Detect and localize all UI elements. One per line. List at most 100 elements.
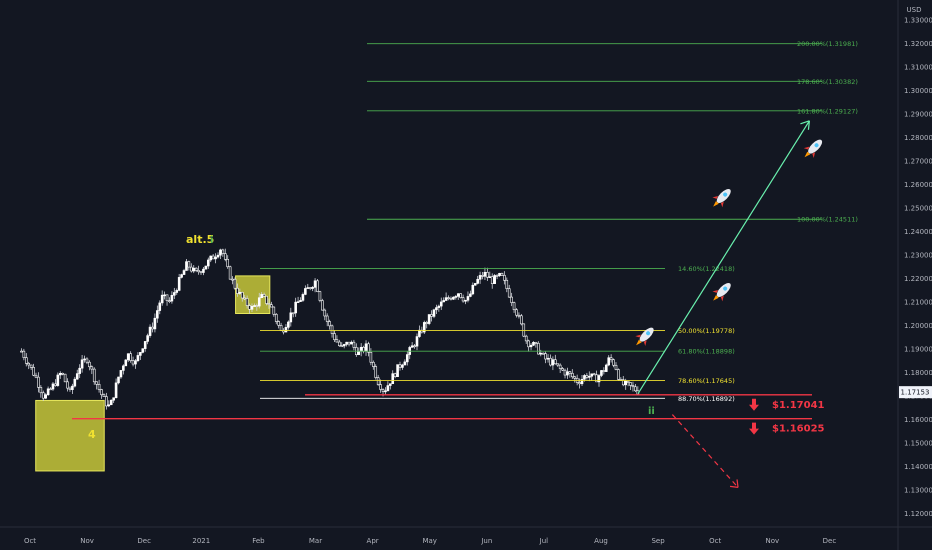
candle-body — [32, 367, 35, 376]
candle-body — [143, 341, 147, 349]
candle-body — [556, 363, 560, 366]
candle-body — [301, 294, 305, 301]
y-tick-label: 1.26000 — [904, 181, 932, 189]
candle-body — [129, 353, 132, 361]
candle-body — [253, 305, 256, 307]
candle-body — [122, 365, 125, 371]
candle-body — [609, 357, 613, 361]
candle-body — [272, 306, 276, 315]
candle-body — [379, 384, 382, 390]
candle-body — [527, 340, 530, 348]
candle-body — [595, 374, 598, 383]
candle-body — [490, 276, 494, 284]
y-tick-label: 1.30000 — [904, 87, 932, 95]
candle-body — [71, 385, 74, 390]
candle-body — [357, 351, 361, 355]
candle-body — [495, 275, 499, 277]
candle-body — [405, 354, 409, 363]
candle-body — [250, 305, 254, 310]
candle-body — [422, 322, 426, 333]
candle-body — [503, 275, 506, 281]
candle-body — [374, 366, 378, 378]
candle-body — [54, 383, 57, 386]
candle-body — [597, 375, 601, 383]
candle-body — [369, 351, 373, 363]
candle-body — [624, 380, 627, 386]
candle-body — [185, 261, 188, 271]
candle-body — [24, 357, 28, 364]
rocket-window — [723, 286, 728, 291]
candle-body — [51, 383, 55, 390]
candle-body — [376, 377, 380, 385]
candle-body — [634, 386, 637, 392]
candle-body — [296, 301, 300, 303]
candle-body — [612, 359, 615, 366]
candle-body — [136, 355, 140, 362]
candle-body — [452, 296, 455, 300]
candle-body — [170, 295, 174, 302]
candle-body — [168, 300, 171, 302]
candle-body — [231, 278, 234, 281]
candle-body — [430, 314, 433, 317]
candle-body — [257, 297, 261, 307]
candle-body — [481, 275, 484, 277]
x-tick-label: Oct — [24, 537, 36, 545]
candle-body — [22, 350, 26, 358]
candle-body — [146, 335, 149, 342]
candle-body — [340, 345, 344, 348]
candle-body — [325, 315, 329, 322]
currency-label: USD — [907, 6, 922, 14]
candle-body — [206, 259, 210, 267]
candle-body — [384, 390, 387, 393]
candle-body — [517, 314, 521, 317]
candle-body — [500, 273, 504, 276]
candle-body — [396, 364, 399, 377]
candle-body — [173, 292, 176, 296]
candle-body — [37, 376, 40, 388]
candle-body — [626, 380, 630, 383]
candle-body — [153, 317, 157, 330]
candle-body — [126, 353, 130, 361]
candle-body — [102, 394, 106, 397]
x-tick-label: Nov — [80, 537, 94, 545]
candle-body — [505, 279, 509, 289]
candle-body — [270, 304, 273, 308]
y-tick-label: 1.33000 — [904, 16, 932, 24]
candle-body — [323, 309, 327, 317]
wave-zone-box — [35, 399, 105, 472]
candle-body — [488, 276, 492, 278]
candle-body — [255, 305, 259, 307]
candle-body — [607, 357, 611, 366]
fib-retracement-label: 61.80%(1.18898) — [678, 348, 735, 356]
candle-body — [221, 249, 225, 254]
candle-body — [78, 367, 81, 374]
candle-body — [478, 275, 482, 280]
rocket-window — [814, 143, 819, 148]
projection-up-arrowhead — [800, 120, 811, 130]
candle-body — [592, 373, 596, 376]
candle-body — [347, 341, 351, 345]
y-tick-label: 1.16000 — [904, 416, 932, 424]
candle-body — [228, 266, 232, 280]
candle-body — [437, 305, 441, 308]
wave-label-i: i — [210, 235, 213, 246]
x-tick-label: Dec — [823, 537, 837, 545]
candle-body — [85, 358, 89, 363]
y-tick-label: 1.21000 — [904, 298, 932, 306]
candle-body — [238, 292, 242, 294]
candle-body — [350, 341, 353, 345]
candle-body — [83, 358, 86, 361]
candle-body — [587, 375, 591, 378]
candle-body — [580, 378, 584, 385]
candle-body — [415, 336, 419, 347]
candle-body — [139, 352, 142, 356]
candle-body — [510, 296, 513, 303]
candle-body — [464, 299, 467, 302]
y-tick-label: 1.18000 — [904, 369, 932, 377]
candle-body — [563, 369, 567, 376]
candle-body — [214, 256, 217, 260]
x-tick-label: Aug — [594, 537, 608, 545]
fib-retracement-label: 88.70%(1.16892) — [678, 395, 735, 403]
candle-body — [66, 381, 69, 389]
